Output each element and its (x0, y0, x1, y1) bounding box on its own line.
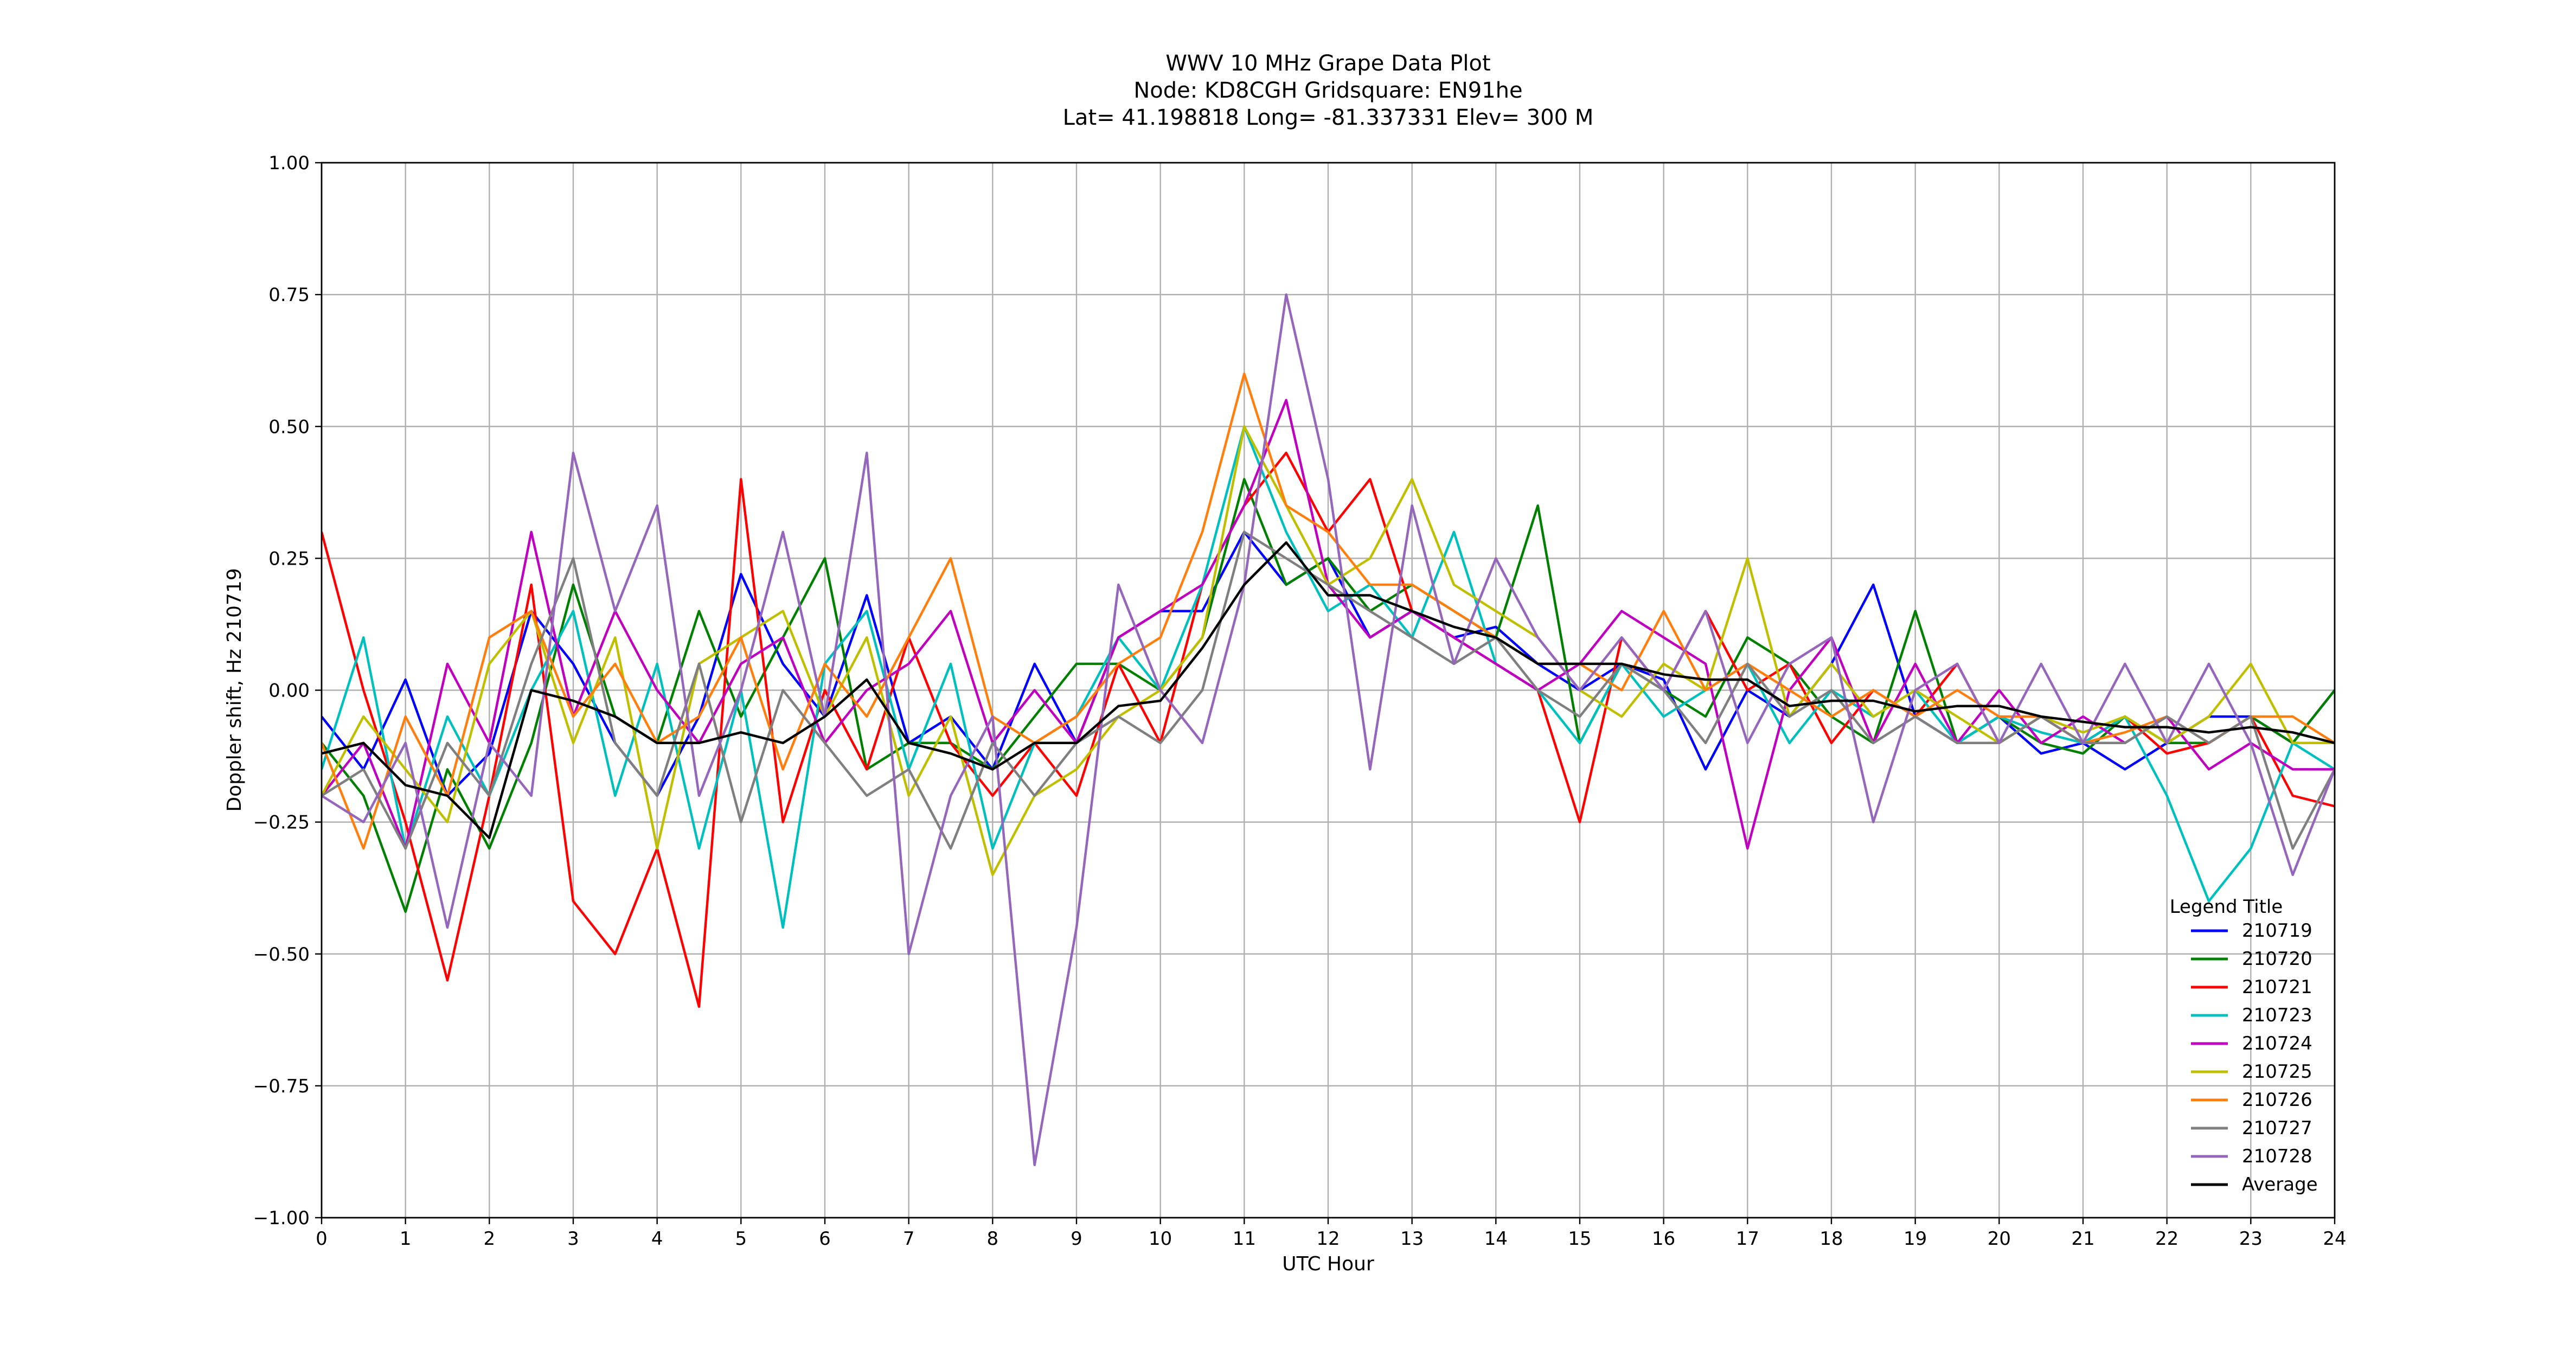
legend-entry: 210721 (2242, 976, 2312, 998)
title-line-3: Lat= 41.198818 Long= -81.337331 Elev= 30… (1063, 105, 1594, 130)
x-tick-label: 13 (1400, 1228, 1424, 1250)
y-axis-label: Doppler shift, Hz 210719 (223, 568, 246, 811)
legend-items: 210719 210720 210721 210723 210724 210725 2107… (2191, 920, 2318, 1195)
legend-title: Legend Title (2170, 896, 2283, 918)
legend-entry: 210725 (2242, 1061, 2312, 1083)
y-tick-label: −1.00 (253, 1207, 310, 1229)
title-line-2: Node: KD8CGH Gridsquare: EN91he (1133, 78, 1522, 103)
legend-entry: Average (2242, 1174, 2318, 1195)
legend-entry: 210723 (2242, 1005, 2312, 1026)
y-tick-label: 0.25 (268, 548, 310, 570)
x-tick-label: 21 (2071, 1228, 2094, 1250)
x-tick-label: 9 (1071, 1228, 1082, 1250)
y-axis-ticks: 1.00 0.75 0.50 0.25 0.00 −0.25 −0.50 −0.75 −1.00 (253, 152, 322, 1229)
x-tick-label: 2 (484, 1228, 496, 1250)
legend-entry: 210728 (2242, 1146, 2312, 1167)
x-tick-label: 16 (1652, 1228, 1675, 1250)
x-tick-label: 22 (2155, 1228, 2178, 1250)
plot-area (322, 293, 2335, 1167)
series-line-210728 (322, 293, 2335, 1167)
x-tick-label: 10 (1149, 1228, 1172, 1250)
title-line-1: WWV 10 MHz Grape Data Plot (1165, 51, 1490, 76)
legend-entry: 210720 (2242, 948, 2312, 970)
x-tick-label: 8 (987, 1228, 999, 1250)
legend-entry: 210719 (2242, 920, 2312, 942)
legend-entry: 210727 (2242, 1117, 2312, 1139)
x-tick-label: 18 (1819, 1228, 1843, 1250)
series-line-average (322, 541, 2335, 840)
legend-entry: 210724 (2242, 1033, 2312, 1054)
x-tick-label: 6 (819, 1228, 831, 1250)
x-tick-label: 5 (735, 1228, 747, 1250)
legend-entry: 210726 (2242, 1089, 2312, 1111)
x-tick-label: 15 (1568, 1228, 1591, 1250)
x-tick-label: 0 (316, 1228, 328, 1250)
x-axis-ticks: 0 1 2 3 4 5 6 7 8 9 10 11 12 13 14 15 16 17 18 19 20 21 22 23 24 (316, 1218, 2347, 1250)
y-tick-label: −0.25 (253, 812, 310, 834)
y-tick-label: −0.75 (253, 1076, 310, 1097)
x-tick-label: 4 (651, 1228, 663, 1250)
y-tick-label: 0.50 (268, 416, 310, 438)
x-tick-label: 12 (1316, 1228, 1340, 1250)
x-tick-label: 19 (1904, 1228, 1927, 1250)
y-tick-label: −0.50 (253, 944, 310, 965)
x-tick-label: 7 (903, 1228, 915, 1250)
chart-title: WWV 10 MHz Grape Data Plot Node: KD8CGH … (1063, 51, 1594, 130)
x-tick-label: 20 (1988, 1228, 2011, 1250)
x-tick-label: 3 (567, 1228, 579, 1250)
x-tick-label: 1 (400, 1228, 412, 1250)
x-tick-label: 23 (2239, 1228, 2263, 1250)
y-tick-label: 1.00 (268, 152, 310, 174)
x-tick-label: 11 (1233, 1228, 1256, 1250)
x-tick-label: 14 (1484, 1228, 1508, 1250)
legend: Legend Title 210719210720210721210723210… (2170, 896, 2318, 1195)
y-tick-label: 0.00 (268, 680, 310, 702)
x-tick-label: 24 (2323, 1228, 2346, 1250)
x-tick-label: 17 (1736, 1228, 1759, 1250)
series-lines (322, 293, 2335, 1167)
y-tick-label: 0.75 (268, 284, 310, 306)
x-axis-label: UTC Hour (1282, 1253, 1374, 1275)
